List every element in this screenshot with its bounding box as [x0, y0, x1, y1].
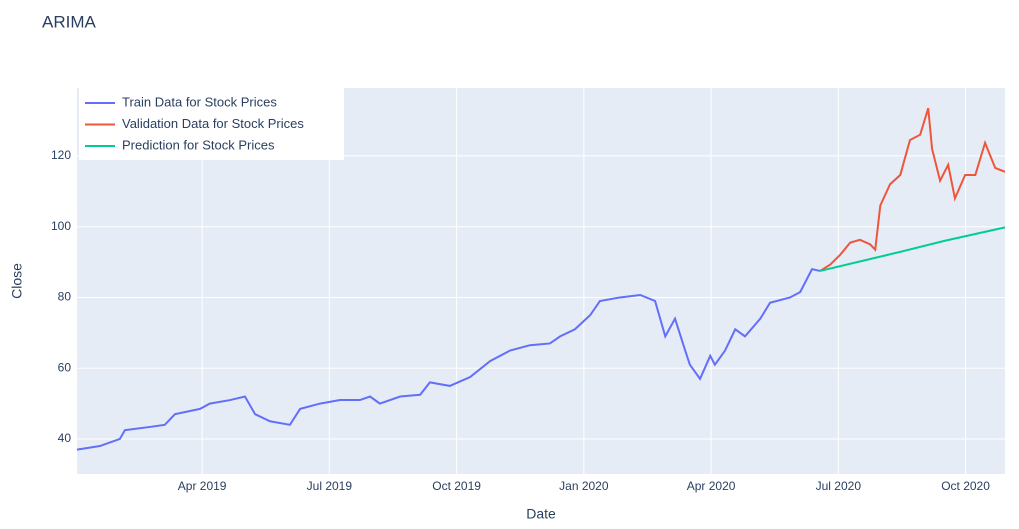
x-tick-label: Apr 2020 [687, 479, 736, 493]
y-tick-label: 80 [58, 290, 72, 304]
legend-box [79, 87, 344, 160]
y-tick-label: 120 [51, 148, 71, 162]
line-series [819, 107, 1006, 272]
y-tick-label: 40 [58, 431, 72, 445]
y-tick-label: 100 [51, 219, 71, 233]
legend-label: Validation Data for Stock Prices [122, 116, 304, 131]
line-series [76, 268, 821, 451]
legend-label: Prediction for Stock Prices [122, 137, 275, 152]
legend-label: Train Data for Stock Prices [122, 94, 277, 109]
y-axis-label: Close [9, 263, 25, 299]
legend: Train Data for Stock Prices Validation Da… [79, 87, 344, 160]
x-tick-label: Oct 2020 [941, 479, 990, 493]
x-tick-label: Jan 2020 [559, 479, 609, 493]
y-tick-label: 60 [58, 360, 72, 374]
x-tick-label: Jul 2020 [816, 479, 862, 493]
x-tick-label: Oct 2019 [432, 479, 481, 493]
x-tick-label: Apr 2019 [178, 479, 227, 493]
x-axis-label: Date [526, 506, 556, 522]
x-tick-label: Jul 2019 [307, 479, 353, 493]
chart-title: ARIMA [42, 12, 97, 31]
line-series [819, 226, 1006, 272]
